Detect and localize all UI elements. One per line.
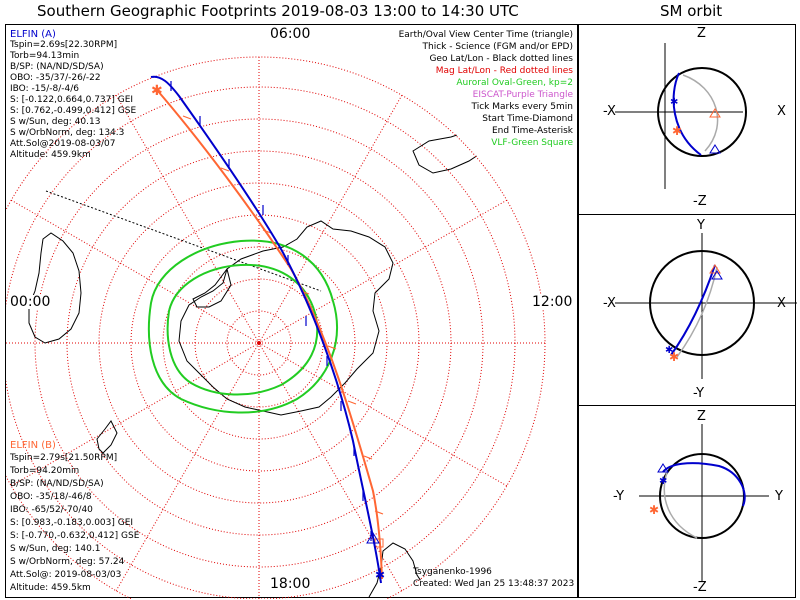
legend-item: End Time-Asterisk <box>491 126 573 136</box>
axis-label-right: X <box>777 296 786 311</box>
elfin-a-end-asterisk: ✱ <box>375 568 385 582</box>
auroral-oval <box>147 239 338 414</box>
elfin-a-info-line: IBO: -15/-8/-4/6 <box>10 84 79 94</box>
elfin-b-end-asterisk: ✱ <box>151 83 163 99</box>
clock-label-right: 12:00 <box>532 294 573 310</box>
axis-label-top: Z <box>697 26 706 41</box>
clock-label-left: 00:00 <box>10 294 51 310</box>
created-timestamp: Created: Wed Jan 25 13:48:37 2023 <box>413 579 575 589</box>
elfin-a-info-line: S: [-0.122,0.664,0.737] GEI <box>10 95 134 105</box>
elfin-a-name: ELFIN (A) <box>10 29 56 40</box>
svg-text:✱: ✱ <box>665 345 673 356</box>
elfin-b-info-line: B/SP: (NA/ND/SD/SA) <box>10 479 104 489</box>
axis-label-right: X <box>777 104 786 119</box>
elfin-b-info-line: Torb=94.20min <box>10 466 80 476</box>
elfin-a-view-triangle <box>366 532 380 544</box>
elfin-b-info: ELFIN (B) Tspin=2.79s[21.50RPM] Torb=94.… <box>10 439 139 595</box>
elfin-b-info-line: Att.Sol@: 2019-08-03/03 <box>10 570 122 580</box>
axis-label-bottom: -Z <box>693 580 707 595</box>
axis-label-left: -X <box>603 104 616 119</box>
orbit-panel-xz: ✱ ✱ Z -Z -X X <box>578 24 796 215</box>
new-zealand-coastline <box>96 420 118 454</box>
mag-pole-marker <box>257 341 261 345</box>
legend-item: Start Time-Diamond <box>482 114 573 124</box>
orbit-plot-xz: ✱ ✱ <box>615 43 747 189</box>
axis-label-bottom: -Z <box>693 194 707 209</box>
map-boundary <box>6 56 546 599</box>
elfin-a-info-line: S: [0.762,-0.499,0.412] GSE <box>10 106 137 116</box>
orbit-panel-xy: ✱ ✱ Y -Y -X X <box>578 214 797 406</box>
legend-item: Geo Lat/Lon - Black dotted lines <box>429 54 573 64</box>
elfin-b-info-line: S: [0.983,-0.183,0.003] GEI <box>10 518 134 528</box>
elfin-a-track <box>150 75 382 584</box>
elfin-a-info-line: Att.Sol@2019-08-03/07 <box>10 139 116 149</box>
earth-circle <box>657 67 747 157</box>
earth-circle <box>649 250 755 356</box>
axis-label-left: -X <box>603 296 616 311</box>
legend-item: EISCAT-Purple Triangle <box>472 90 573 100</box>
elfin-a-info-line: Torb=94.13min <box>10 51 80 61</box>
legend-item: VLF-Green Square <box>491 138 573 148</box>
elfin-b-info-line: Tspin=2.79s[21.50RPM] <box>10 453 118 463</box>
footprint-map-panel: ✱ ✱ 06:00 00:00 12:00 18:00 Earth/Oval V… <box>5 24 578 599</box>
elfin-a-info-line: S w/Sun, deg: 40.13 <box>10 117 101 127</box>
legend-item: Earth/Oval View Center Time (triangle) <box>398 30 573 40</box>
legend-item: Auroral Oval-Green, kp=2 <box>456 78 573 88</box>
legend-item: Mag Lat/Lon - Red dotted lines <box>435 66 573 76</box>
elfin-b-info-line: S w/Sun, deg: 140.1 <box>10 544 101 554</box>
axis-label-bottom: -Y <box>693 386 705 401</box>
legend-item: Thick - Science (FGM and/or EPD) <box>422 42 573 52</box>
axis-label-left: -Y <box>613 489 625 504</box>
elfin-a-ticks <box>170 81 372 541</box>
axis-label-top: Y <box>697 218 705 233</box>
axis-label-top: Z <box>697 409 706 424</box>
antarctic-peninsula <box>192 267 232 308</box>
legend-item: Tick Marks every 5min <box>471 102 573 112</box>
svg-text:✱: ✱ <box>649 503 659 517</box>
orbit-plot-xy: ✱ ✱ <box>615 233 797 379</box>
axis-label-right: Y <box>775 489 783 504</box>
elfin-a-info: ELFIN (A) Tspin=2.69s[22.30RPM] Torb=94.… <box>10 29 136 161</box>
svg-text:✱: ✱ <box>670 97 678 108</box>
clock-label-top: 06:00 <box>270 26 311 42</box>
main-title: Southern Geographic Footprints 2019-08-0… <box>37 2 519 20</box>
australia-coastline <box>28 232 82 344</box>
orbit-plot-yz: ✱ ✱ <box>639 424 769 582</box>
elfin-b-info-line: IBO: -65/52/-70/40 <box>10 505 93 515</box>
geo-lon-line <box>45 190 322 292</box>
model-credit: Tsyganenko-1996 <box>413 567 492 577</box>
elfin-a-info-line: Altitude: 459.9km <box>10 150 91 160</box>
orbit-title: SM orbit <box>660 2 723 20</box>
footprint-map: ✱ ✱ <box>6 56 546 599</box>
elfin-b-info-line: S w/OrbNorm, deg: 57.24 <box>10 557 125 567</box>
elfin-b-info-line: OBO: -35/18/-46/8 <box>10 492 92 502</box>
svg-text:✱: ✱ <box>672 124 682 138</box>
elfin-b-info-line: Altitude: 459.5km <box>10 583 91 593</box>
elfin-a-info-line: B/SP: (NA/ND/SD/SA) <box>10 62 104 72</box>
antarctica-coastline <box>178 220 394 416</box>
elfin-a-info-line: S w/OrbNorm, deg: 134.3 <box>10 128 125 138</box>
elfin-a-info-line: OBO: -35/37/-26/-22 <box>10 73 101 83</box>
elfin-a-info-line: Tspin=2.69s[22.30RPM] <box>10 40 118 50</box>
clock-label-bottom: 18:00 <box>270 576 311 592</box>
svg-text:✱: ✱ <box>669 350 679 364</box>
orbit-panel-yz: ✱ ✱ Z -Z -Y Y <box>578 405 796 598</box>
elfin-b-ticks <box>182 115 384 515</box>
legend: Earth/Oval View Center Time (triangle) T… <box>399 29 573 149</box>
elfin-b-name: ELFIN (B) <box>10 440 56 451</box>
elfin-b-info-line: S: [-0.770,-0.632,0.412] GSE <box>10 531 140 541</box>
elfin-b-track <box>156 89 383 580</box>
svg-text:✱: ✱ <box>659 476 667 487</box>
